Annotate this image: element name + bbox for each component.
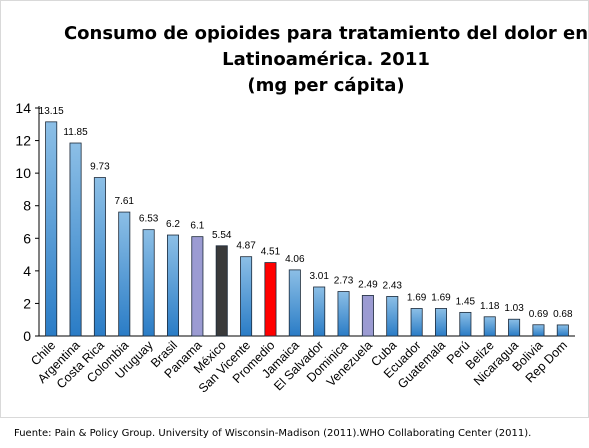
value-label: 1.69: [407, 292, 427, 303]
bars: [45, 121, 569, 337]
bar-jamaica: [288, 269, 301, 337]
value-label: 2.49: [358, 279, 378, 290]
chart-title-line-1: Consumo de opioides para tratamiento del…: [64, 23, 588, 44]
y-tick-label: 14: [15, 100, 31, 116]
value-label: 1.18: [480, 301, 500, 312]
bar-colombia: [118, 211, 131, 337]
bar-promedio: [264, 262, 277, 337]
value-label: 6.1: [190, 221, 204, 232]
bar-chart: Consumo de opioides para tratamiento del…: [15, 23, 588, 396]
bar-guatemala: [434, 308, 448, 337]
source-note: Fuente: Pain & Policy Group. University …: [14, 428, 532, 439]
bar-rep-dom: [556, 324, 569, 337]
value-label: 3.01: [309, 271, 329, 282]
bar-el-salvador: [313, 286, 326, 337]
value-label: 0.69: [529, 309, 549, 320]
value-label: 11.85: [63, 127, 88, 138]
bar-panama: [191, 236, 204, 337]
bar-m-xico: [215, 245, 228, 337]
bar-nicaragua: [508, 318, 521, 337]
value-label: 2.73: [334, 276, 354, 287]
chart-title-line-3: (mg per cápita): [247, 75, 404, 96]
bar-chile: [45, 121, 58, 337]
value-label: 1.69: [431, 292, 451, 303]
y-tick-label: 12: [15, 133, 31, 149]
value-label: 4.87: [236, 241, 256, 252]
bar-bolivia: [532, 324, 545, 337]
value-label: 13.15: [39, 106, 64, 117]
value-label: 6.2: [166, 219, 180, 230]
bar-venezuela: [361, 295, 374, 337]
bar-ecuador: [410, 308, 423, 337]
value-label: 1.45: [456, 296, 476, 307]
value-label: 4.06: [285, 254, 305, 265]
bar-argentina: [69, 142, 82, 337]
value-label: 9.73: [90, 162, 110, 173]
y-tick-label: 2: [23, 295, 31, 311]
value-label: 6.53: [139, 214, 159, 225]
bar-brasil: [166, 234, 180, 337]
bar-cuba: [386, 296, 399, 337]
y-tick-label: 4: [23, 263, 31, 279]
value-label: 0.68: [553, 309, 573, 320]
bar-per-: [459, 311, 472, 337]
value-labels: 13.15 11.85 9.73 7.61 6.53 6.2 6.1 5.54 4.87 4.51…: [39, 106, 573, 320]
y-tick-label: 8: [23, 198, 31, 214]
chart-title-line-2: Latinoamérica. 2011: [222, 49, 430, 70]
value-label: 7.61: [115, 196, 135, 207]
value-label: 5.54: [212, 230, 232, 241]
bar-belize: [483, 316, 496, 337]
bar-san-vicente: [240, 256, 253, 337]
bar-costa-rica: [93, 177, 106, 337]
value-label: 2.43: [383, 280, 403, 291]
value-label: 4.51: [261, 247, 281, 258]
value-label: 1.03: [504, 303, 524, 314]
bar-uruguay: [142, 229, 155, 337]
bar-dominica: [337, 291, 350, 337]
y-tick-label: 0: [23, 328, 31, 344]
y-tick-label: 6: [23, 230, 31, 246]
chart-frame: Consumo de opioides para tratamiento del…: [0, 0, 589, 418]
chart-title: Consumo de opioides para tratamiento del…: [64, 23, 588, 96]
y-tick-label: 10: [15, 165, 31, 181]
